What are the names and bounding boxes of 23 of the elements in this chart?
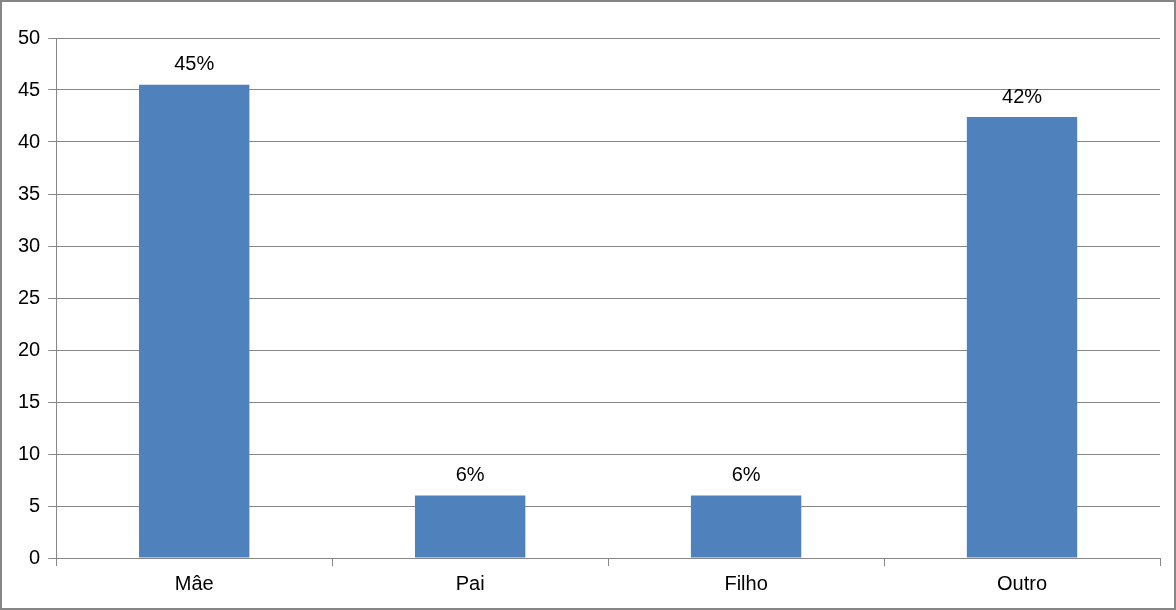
y-tick-label: 35	[18, 181, 41, 204]
y-tick-label: 20	[18, 337, 41, 360]
y-tick-label: 15	[18, 389, 41, 412]
y-tick-label: 5	[29, 493, 41, 516]
y-tick-label: 40	[18, 129, 41, 152]
x-tick-label: Mâe	[174, 571, 214, 594]
bar	[966, 117, 1078, 558]
y-tick-label: 50	[18, 25, 41, 48]
data-label: 6%	[731, 463, 761, 486]
data-label: 6%	[455, 463, 485, 486]
data-label: 45%	[174, 52, 215, 75]
x-tick-label: Outro	[997, 571, 1048, 594]
y-tick-label: 10	[18, 441, 41, 464]
bar	[414, 495, 526, 558]
x-tick-label: Filho	[724, 571, 768, 594]
data-label: 42%	[1002, 84, 1043, 107]
y-tick-label: 30	[18, 233, 41, 256]
y-tick-label: 45	[18, 77, 41, 100]
y-tick-label: 0	[29, 545, 41, 568]
bar	[139, 84, 250, 558]
bar	[690, 495, 802, 558]
y-tick-label: 25	[18, 285, 41, 308]
x-tick-label: Pai	[455, 571, 485, 594]
